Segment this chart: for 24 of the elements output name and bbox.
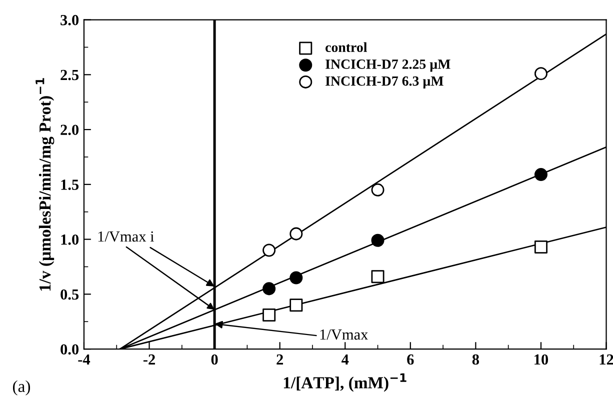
text: (a) [12, 380, 30, 396]
x-axis-title: 1/[ATP], (mM)$^{−1}$ [284, 373, 406, 392]
x-tick-label: 0 [211, 354, 218, 365]
legend-label: control [326, 42, 368, 52]
x-tick-label: 12 [600, 354, 613, 365]
legend-label: INCICH-D7 2.25 µM [326, 60, 450, 72]
y-tick-label: 1.5 [61, 180, 79, 190]
x-tick-label: 2 [276, 354, 283, 365]
x-tick-label: -4 [78, 354, 90, 365]
x-tick-label: 4 [342, 354, 349, 365]
x-tick-label: 10 [534, 354, 548, 365]
y-axis-title: 1/v (µmolesPi/min/mg Prot)$^{−1}$ [36, 78, 54, 291]
annotation: 1/Vmax i [98, 231, 154, 242]
y-tick-label: 0.0 [60, 344, 79, 355]
x-tick-label: -2 [143, 354, 155, 365]
y-tick-label: 1.0 [61, 234, 79, 245]
x-tick-label: 6 [407, 354, 414, 365]
annotation: 1/Vmax [320, 329, 368, 340]
y-tick-label: 0.5 [60, 289, 79, 300]
y-tick-label: 3.0 [60, 14, 79, 26]
x-tick-label: 8 [472, 354, 479, 365]
y-tick-label: 2.0 [60, 124, 79, 136]
legend-label: INCICH-D7 6.3 µM [326, 76, 444, 89]
y-tick-label: 2.5 [60, 70, 79, 80]
